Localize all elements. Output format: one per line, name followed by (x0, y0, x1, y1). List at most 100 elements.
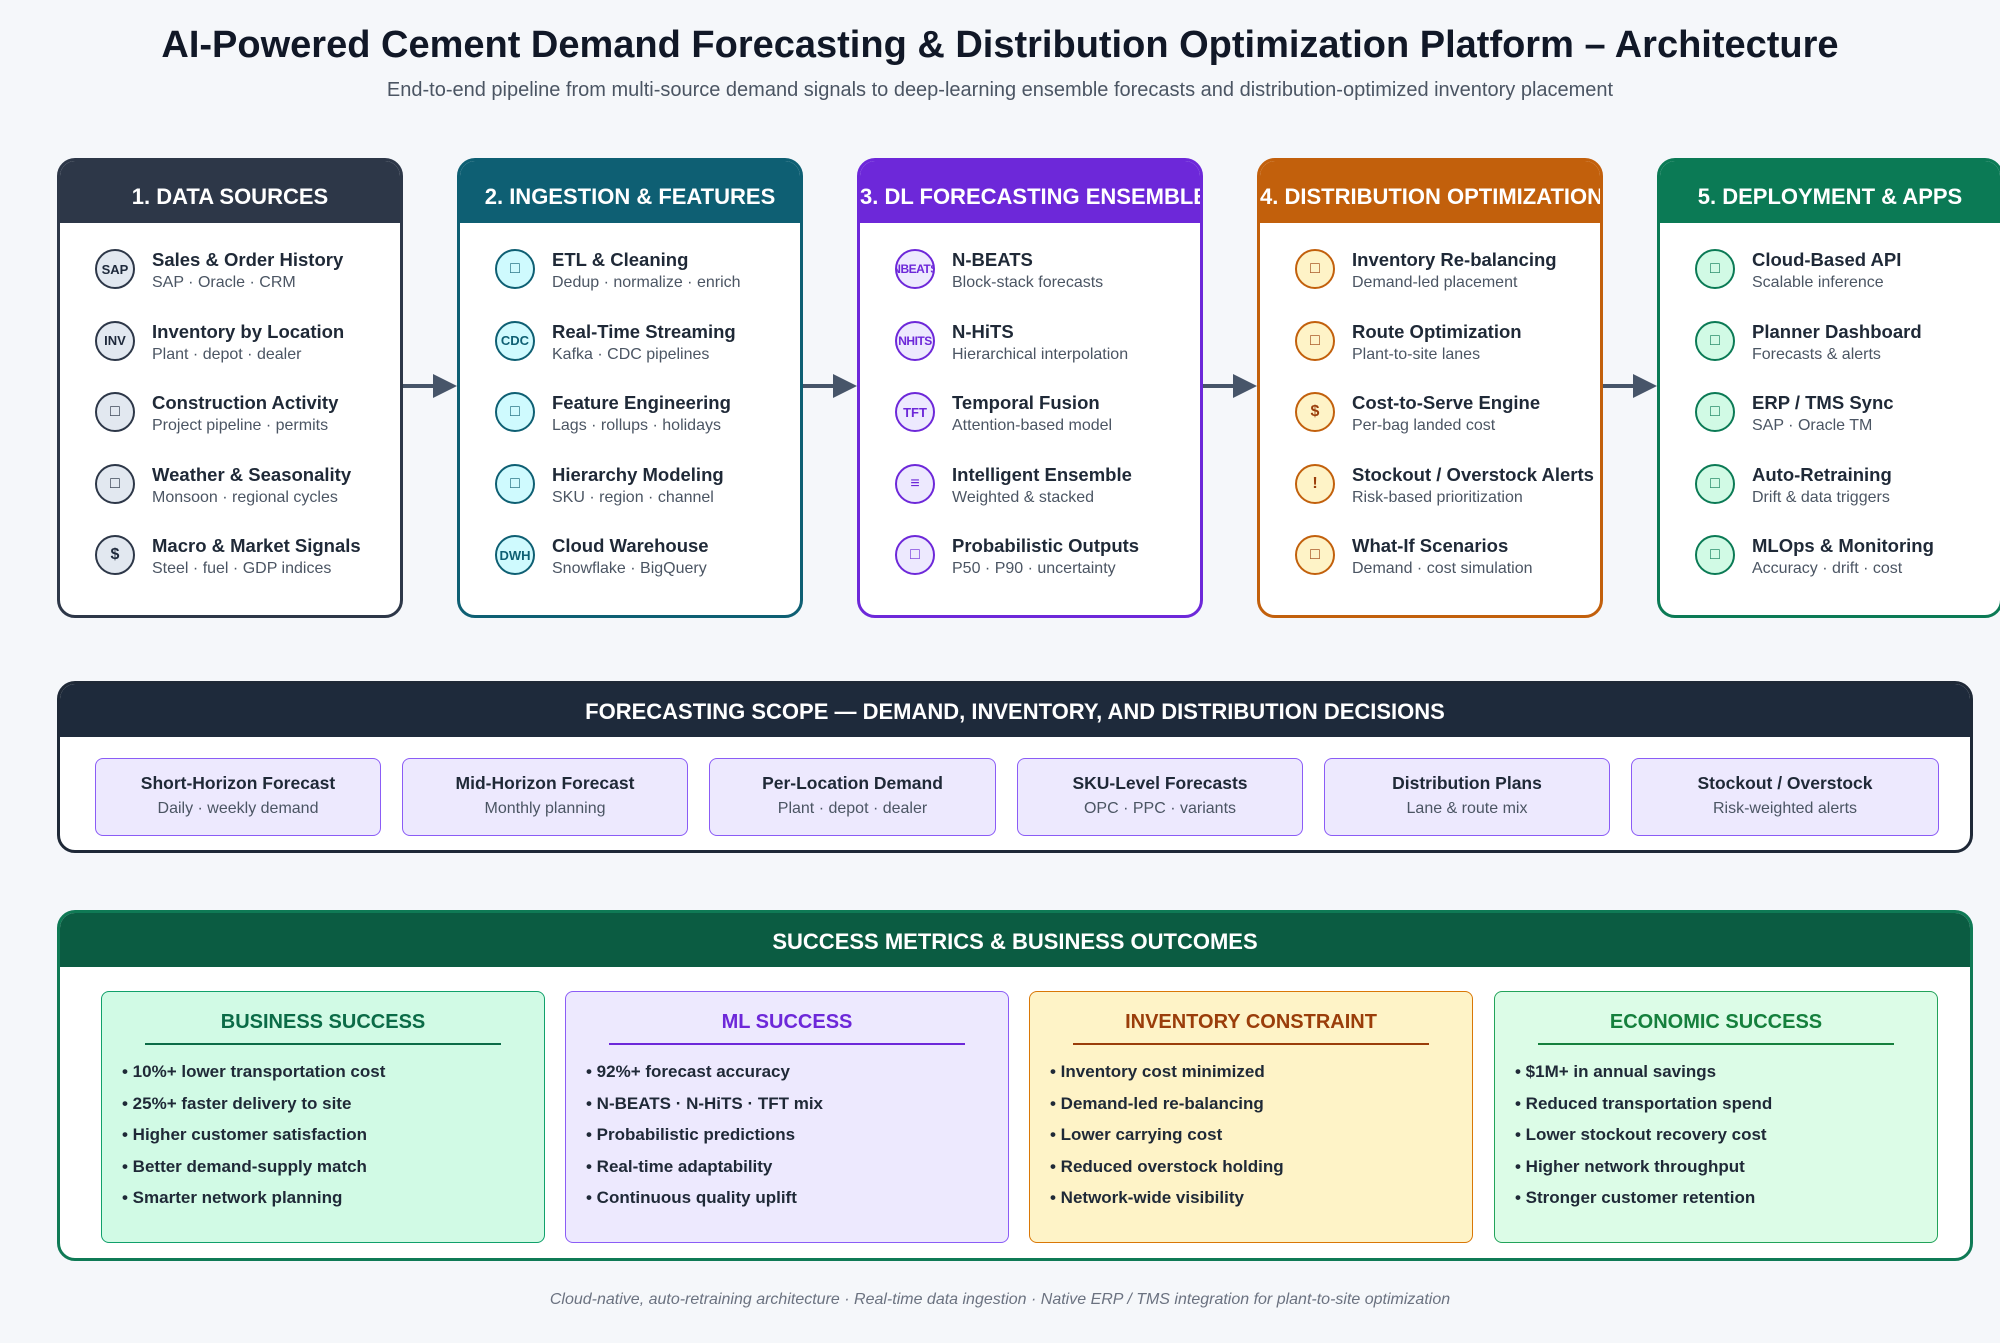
construction-icon: □ (95, 392, 135, 432)
column-item: TFT Temporal Fusion Attention-based model (860, 392, 1200, 464)
metric-item: • Reduced overstock holding (1050, 1156, 1284, 1176)
item-subtitle: Steel · fuel · GDP indices (152, 560, 332, 577)
scenario-icon: □ (1295, 535, 1335, 575)
scope-card: Mid-Horizon Forecast Monthly planning (402, 758, 688, 836)
item-subtitle: Plant-to-site lanes (1352, 345, 1481, 363)
item-title: What-If Scenarios (1352, 535, 1509, 556)
metric-item: • Smarter network planning (122, 1188, 343, 1208)
page-subtitle: End-to-end pipeline from multi-source de… (386, 79, 1614, 101)
item-title: Probabilistic Outputs (952, 535, 1140, 556)
footer-note: Cloud-native, auto-retraining architectu… (549, 1291, 1451, 1308)
metric-item: • Higher network throughput (1515, 1156, 1745, 1176)
route-icon: □ (1295, 320, 1335, 361)
item-subtitle: P50 · P90 · uncertainty (952, 560, 1116, 577)
dollar-icon: $ (95, 535, 135, 575)
item-subtitle: Hierarchical interpolation (952, 345, 1129, 363)
pipeline-column-2: 2. INGESTION & FEATURES □ ETL & Cleaning De… (457, 158, 803, 618)
item-title: Cloud-Based API (1752, 249, 1902, 270)
column-item: □ MLOps & Monitoring Accuracy · drift · co… (1660, 535, 2000, 607)
rebalance-icon: □ (1295, 249, 1335, 289)
scope-header: FORECASTING SCOPE — DEMAND, INVENTORY, A… (60, 684, 1970, 737)
nbeats-icon: NBEATS (895, 249, 935, 289)
metric-card-divider (1073, 1043, 1429, 1045)
ensemble-icon: ≡ (895, 463, 935, 504)
item-title: Inventory by Location (152, 320, 345, 342)
pipeline-column-3: 3. DL FORECASTING ENSEMBLE NBEATS N-BEATS B… (857, 158, 1203, 618)
flow-arrow-icon (1603, 374, 1657, 398)
scope-card-title: Mid-Horizon Forecast (455, 773, 635, 793)
metric-item: • $1M+ in annual savings (1515, 1062, 1717, 1081)
item-title: Auto-Retraining (1752, 463, 1892, 485)
metric-card-title: ECONOMIC SUCCESS (1609, 1011, 1823, 1033)
metric-item: • Inventory cost minimized (1050, 1062, 1265, 1081)
dashboard-icon: □ (1695, 320, 1735, 361)
column-item: □ Inventory Re-balancing Demand-led placem… (1260, 249, 1600, 321)
metric-card-divider (1538, 1043, 1894, 1045)
warehouse-icon: DWH (495, 535, 535, 575)
scope-card-title: Distribution Plans (1392, 773, 1542, 793)
metric-card-title: INVENTORY CONSTRAINT (1125, 1011, 1377, 1033)
inventory-icon: INV (95, 320, 135, 361)
retrain-icon: □ (1695, 463, 1735, 504)
flow-arrow-icon (1203, 374, 1257, 398)
item-subtitle: Accuracy · drift · cost (1752, 560, 1903, 577)
item-subtitle: Block-stack forecasts (952, 274, 1104, 291)
item-title: ERP / TMS Sync (1752, 392, 1894, 413)
forecasting-scope-panel: FORECASTING SCOPE — DEMAND, INVENTORY, A… (57, 681, 1973, 853)
item-subtitle: Snowflake · BigQuery (552, 560, 707, 577)
item-title: Macro & Market Signals (152, 535, 361, 556)
item-title: Real-Time Streaming (552, 320, 736, 342)
column-item: DWH Cloud Warehouse Snowflake · BigQuery (460, 535, 800, 607)
item-subtitle: Scalable inference (1752, 274, 1884, 291)
column-item: □ Probabilistic Outputs P50 · P90 · uncert… (860, 535, 1200, 607)
item-subtitle: Demand · cost simulation (1352, 560, 1533, 577)
item-title: Weather & Seasonality (152, 463, 352, 485)
item-title: Cost-to-Serve Engine (1352, 392, 1541, 413)
scope-card-title: SKU-Level Forecasts (1072, 773, 1248, 793)
nhits-icon: NHITS (895, 320, 935, 361)
item-subtitle: Kafka · CDC pipelines (552, 345, 710, 363)
metric-list: • 10%+ lower transportation cost • 25%+ f… (102, 1045, 544, 1214)
cleaning-icon: □ (495, 249, 535, 289)
column-header: 3. DL FORECASTING ENSEMBLE (860, 161, 1200, 223)
column-item: SAP Sales & Order History SAP · Oracle · C… (60, 249, 400, 321)
metric-item: • Better demand-supply match (122, 1156, 367, 1176)
metric-list: • $1M+ in annual savings • Reduced transp… (1495, 1045, 1937, 1214)
metric-card: BUSINESS SUCCESS • 10%+ lower transportat… (101, 991, 545, 1243)
column-item: □ Auto-Retraining Drift & data triggers (1660, 463, 2000, 536)
item-subtitle: SKU · region · channel (552, 488, 714, 506)
item-subtitle: Dedup · normalize · enrich (552, 274, 741, 291)
metric-item: • 25%+ faster delivery to site (122, 1093, 352, 1113)
metric-item: • 10%+ lower transportation cost (122, 1062, 386, 1081)
column-item: □ Construction Activity Project pipeline ·… (60, 392, 400, 464)
metric-list: • Inventory cost minimized • Demand-led r… (1030, 1045, 1472, 1214)
column-items: □ Inventory Re-balancing Demand-led placem… (1260, 223, 1600, 607)
item-title: Temporal Fusion (952, 392, 1100, 413)
item-subtitle: Lags · rollups · holidays (552, 417, 721, 434)
item-subtitle: Plant · depot · dealer (152, 345, 302, 363)
item-title: Intelligent Ensemble (952, 463, 1132, 485)
metric-item: • 92%+ forecast accuracy (586, 1062, 790, 1081)
metric-card: INVENTORY CONSTRAINT • Inventory cost min… (1029, 991, 1473, 1243)
column-item: $ Cost-to-Serve Engine Per-bag landed cost (1260, 392, 1600, 464)
item-title: N-HiTS (952, 320, 1014, 342)
column-item: NHITS N-HiTS Hierarchical interpolation (860, 320, 1200, 393)
success-metrics-panel: SUCCESS METRICS & BUSINESS OUTCOMES BUSI… (57, 910, 1973, 1261)
metric-item: • N-BEATS · N-HiTS · TFT mix (586, 1093, 824, 1113)
metric-item: • Real-time adaptability (586, 1156, 773, 1176)
scope-card-subtitle: Monthly planning (484, 800, 606, 817)
scope-card: Distribution Plans Lane & route mix (1324, 758, 1610, 836)
column-items: SAP Sales & Order History SAP · Oracle · C… (60, 223, 400, 607)
sync-icon: □ (1695, 392, 1735, 432)
metric-card-divider (145, 1043, 501, 1045)
tft-icon: TFT (895, 392, 935, 432)
scope-card-title: Per-Location Demand (762, 773, 943, 793)
scope-card: Stockout / Overstock Risk-weighted alerts (1631, 758, 1939, 836)
column-item: INV Inventory by Location Plant · depot · … (60, 320, 400, 393)
flow-arrow-icon (403, 374, 457, 398)
item-subtitle: SAP · Oracle · CRM (152, 274, 296, 291)
metric-card-title: ML SUCCESS (721, 1011, 853, 1033)
alert-icon: ! (1295, 463, 1335, 504)
column-item: □ ETL & Cleaning Dedup · normalize · enric… (460, 249, 800, 321)
weather-icon: □ (95, 463, 135, 504)
